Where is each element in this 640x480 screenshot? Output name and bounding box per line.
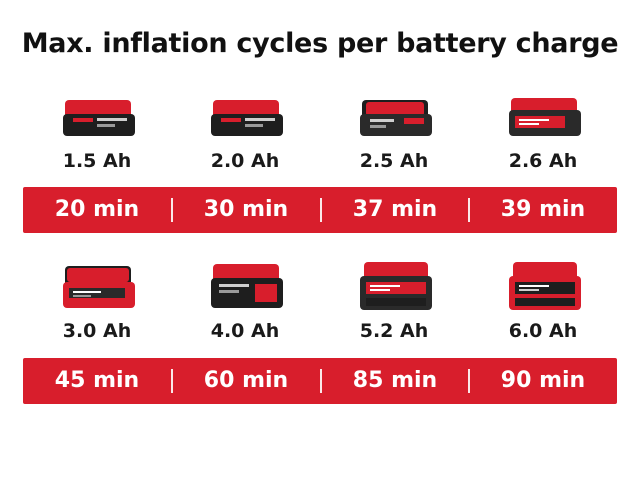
charge-time: 60 min [203,368,289,393]
charge-time: 37 min [352,197,438,222]
capacity-label: 1.5 Ah [62,150,132,172]
battery-pack-icon [59,260,139,314]
charge-time: 39 min [500,197,586,222]
charge-time-bar: 20 min 30 min 37 min 39 min [23,187,617,233]
battery-pack-slim-icon [505,94,585,144]
charge-time: 30 min [203,197,289,222]
charge-time: 90 min [500,368,586,393]
battery-item-2-5ah: 2.5 Ah [320,94,468,184]
charge-time: 85 min [352,368,438,393]
battery-pack-icon [207,260,287,314]
capacity-label: 6.0 Ah [508,320,578,342]
battery-images-row: 3.0 Ah 4.0 Ah [0,258,640,348]
battery-pack-slim-icon [207,94,287,144]
battery-item-2-0ah: 2.0 Ah [171,94,319,184]
battery-images-row: 1.5 Ah 2.0 Ah [0,94,640,184]
page-title: Max. inflation cycles per battery charge [21,28,619,59]
charge-time-bar: 45 min 60 min 85 min 90 min [23,358,617,404]
bar-divider [320,198,322,222]
battery-pack-slim-icon [356,94,436,144]
charge-time: 45 min [54,368,140,393]
battery-item-3-0ah: 3.0 Ah [23,258,171,348]
bar-divider [171,198,173,222]
capacity-label: 5.2 Ah [359,320,429,342]
capacity-label: 4.0 Ah [210,320,280,342]
bar-divider [320,369,322,393]
charge-time: 20 min [54,197,140,222]
capacity-label: 2.6 Ah [508,150,578,172]
bar-divider [468,369,470,393]
capacity-label: 3.0 Ah [62,320,132,342]
battery-pack-slim-icon [59,94,139,144]
battery-item-5-2ah: 5.2 Ah [320,258,468,348]
battery-pack-large-icon [505,260,585,314]
bar-divider [468,198,470,222]
capacity-label: 2.5 Ah [359,150,429,172]
battery-item-2-6ah: 2.6 Ah [469,94,617,184]
battery-pack-large-icon [356,260,436,314]
battery-item-4-0ah: 4.0 Ah [171,258,319,348]
capacity-label: 2.0 Ah [210,150,280,172]
battery-item-1-5ah: 1.5 Ah [23,94,171,184]
battery-item-6-0ah: 6.0 Ah [469,258,617,348]
bar-divider [171,369,173,393]
